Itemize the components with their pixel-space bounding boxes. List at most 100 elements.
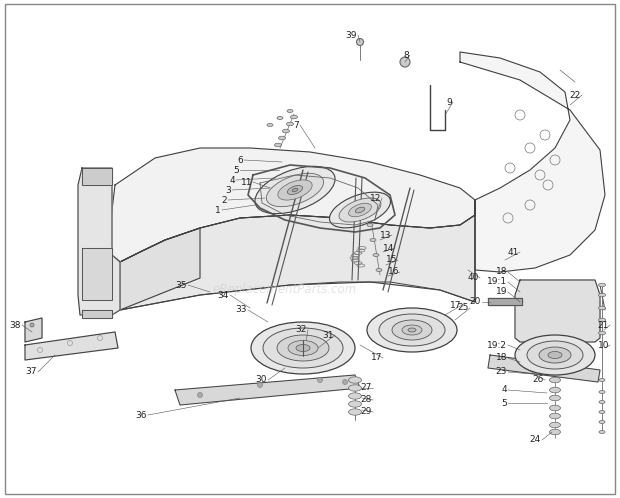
- Ellipse shape: [348, 401, 361, 407]
- Ellipse shape: [288, 341, 318, 356]
- Ellipse shape: [515, 335, 595, 375]
- Text: 8: 8: [403, 50, 409, 59]
- Text: 23: 23: [495, 368, 507, 376]
- Text: 4: 4: [502, 385, 507, 394]
- Polygon shape: [488, 355, 600, 382]
- Text: 40: 40: [467, 273, 479, 282]
- Text: 11: 11: [241, 177, 252, 186]
- Ellipse shape: [278, 136, 285, 140]
- Polygon shape: [25, 318, 42, 342]
- Ellipse shape: [549, 429, 560, 435]
- Text: 37: 37: [25, 368, 37, 376]
- Ellipse shape: [598, 283, 606, 287]
- Ellipse shape: [198, 392, 203, 397]
- Polygon shape: [78, 168, 120, 315]
- Ellipse shape: [598, 293, 606, 297]
- Ellipse shape: [367, 308, 457, 352]
- Ellipse shape: [549, 405, 560, 411]
- Ellipse shape: [339, 198, 381, 222]
- Text: 18: 18: [495, 267, 507, 276]
- Ellipse shape: [348, 409, 361, 415]
- Text: 17: 17: [450, 300, 461, 309]
- Ellipse shape: [402, 325, 422, 335]
- Ellipse shape: [539, 347, 571, 363]
- Polygon shape: [460, 52, 605, 272]
- Ellipse shape: [30, 323, 34, 327]
- Ellipse shape: [267, 124, 273, 126]
- Ellipse shape: [263, 328, 343, 368]
- Ellipse shape: [549, 413, 560, 419]
- Ellipse shape: [408, 328, 416, 332]
- Ellipse shape: [348, 377, 361, 383]
- Ellipse shape: [549, 377, 560, 383]
- Text: 14: 14: [383, 244, 394, 252]
- Ellipse shape: [392, 320, 432, 340]
- Polygon shape: [82, 310, 112, 318]
- Polygon shape: [25, 332, 118, 360]
- Ellipse shape: [288, 185, 303, 195]
- Ellipse shape: [379, 314, 445, 346]
- Ellipse shape: [367, 224, 373, 227]
- Text: 25: 25: [458, 303, 469, 313]
- Polygon shape: [112, 215, 475, 310]
- Text: 36: 36: [136, 410, 147, 419]
- Text: 6: 6: [237, 155, 243, 164]
- Ellipse shape: [286, 122, 293, 126]
- Polygon shape: [112, 228, 200, 310]
- Text: 9: 9: [446, 98, 452, 107]
- Ellipse shape: [599, 378, 605, 381]
- Text: 35: 35: [175, 280, 187, 289]
- Polygon shape: [120, 200, 475, 310]
- Ellipse shape: [342, 379, 347, 384]
- Text: 19:1: 19:1: [487, 277, 507, 286]
- Text: 30: 30: [255, 375, 267, 384]
- Ellipse shape: [251, 322, 355, 374]
- Ellipse shape: [599, 410, 605, 413]
- Polygon shape: [110, 148, 475, 262]
- Ellipse shape: [292, 188, 298, 192]
- Ellipse shape: [598, 331, 606, 335]
- Text: eReplacementParts.com: eReplacementParts.com: [213, 283, 357, 296]
- Text: 5: 5: [501, 398, 507, 407]
- Text: 4: 4: [229, 175, 235, 184]
- Ellipse shape: [296, 345, 310, 352]
- Ellipse shape: [527, 341, 583, 369]
- Text: 17: 17: [371, 354, 382, 363]
- Text: 39: 39: [345, 30, 357, 39]
- Polygon shape: [175, 375, 360, 405]
- Ellipse shape: [400, 57, 410, 67]
- Text: 27: 27: [361, 383, 372, 392]
- Ellipse shape: [355, 207, 365, 213]
- Text: 32: 32: [296, 326, 307, 335]
- Text: 10: 10: [598, 341, 609, 350]
- Ellipse shape: [348, 385, 361, 391]
- Ellipse shape: [277, 335, 329, 361]
- Ellipse shape: [370, 239, 376, 242]
- Ellipse shape: [257, 382, 262, 387]
- Ellipse shape: [548, 352, 562, 359]
- Text: 15: 15: [386, 255, 397, 264]
- Text: 2: 2: [221, 196, 227, 205]
- Polygon shape: [82, 248, 112, 300]
- Ellipse shape: [287, 110, 293, 113]
- Text: 7: 7: [293, 121, 299, 129]
- Ellipse shape: [376, 268, 382, 271]
- Text: 3: 3: [225, 185, 231, 195]
- Text: 19:2: 19:2: [487, 341, 507, 350]
- Ellipse shape: [348, 393, 361, 399]
- Text: 34: 34: [218, 290, 229, 299]
- Text: 33: 33: [236, 305, 247, 315]
- Polygon shape: [488, 298, 522, 305]
- Ellipse shape: [549, 395, 560, 401]
- Ellipse shape: [599, 430, 605, 433]
- Text: 24: 24: [529, 435, 541, 445]
- Text: 1: 1: [215, 206, 221, 215]
- Ellipse shape: [255, 166, 335, 214]
- Ellipse shape: [598, 318, 606, 322]
- Text: 29: 29: [361, 407, 372, 416]
- Text: 13: 13: [379, 231, 391, 240]
- Ellipse shape: [267, 173, 324, 207]
- Ellipse shape: [598, 306, 606, 310]
- Ellipse shape: [317, 377, 322, 382]
- Ellipse shape: [329, 192, 391, 228]
